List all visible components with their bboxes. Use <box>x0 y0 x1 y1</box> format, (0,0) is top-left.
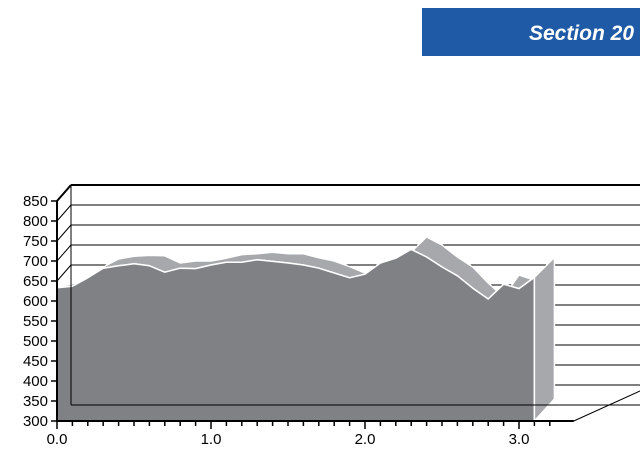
y-tick-label: 500 <box>23 333 48 350</box>
y-tick-label: 450 <box>23 353 48 370</box>
y-depth-line <box>56 204 72 222</box>
x-tick-label: 0.0 <box>47 431 68 448</box>
section-banner: Section 20 <box>422 8 640 56</box>
y-tick-label: 750 <box>23 233 48 250</box>
banner-title: Section 20 <box>529 22 634 45</box>
y-depth-line <box>56 244 72 262</box>
y-tick-label: 850 <box>23 193 48 210</box>
y-tick-label: 300 <box>23 413 48 430</box>
y-depth-line <box>56 224 72 242</box>
series-area-front <box>56 248 536 422</box>
floor-right-edge <box>573 390 640 422</box>
tick-labels: 300 350 400 450 500 550 600 650 700 750 800 850 0.0 1… <box>23 193 529 448</box>
y-tick-label: 400 <box>23 373 48 390</box>
banner-background <box>422 8 640 56</box>
y-tick-label: 550 <box>23 313 48 330</box>
y-tick-label: 600 <box>23 293 48 310</box>
series-area-side <box>533 255 556 423</box>
x-tick-label: 1.0 <box>201 431 222 448</box>
y-tick-label: 350 <box>23 393 48 410</box>
x-tick-label: 3.0 <box>509 431 530 448</box>
x-tick-label: 2.0 <box>355 431 376 448</box>
y-tick-label: 650 <box>23 273 48 290</box>
y-tick-label: 700 <box>23 253 48 270</box>
axes <box>51 184 640 429</box>
top-left-edge <box>56 184 72 202</box>
y-depth-line <box>56 264 72 282</box>
chart-areas <box>56 236 556 423</box>
y-tick-label: 800 <box>23 213 48 230</box>
